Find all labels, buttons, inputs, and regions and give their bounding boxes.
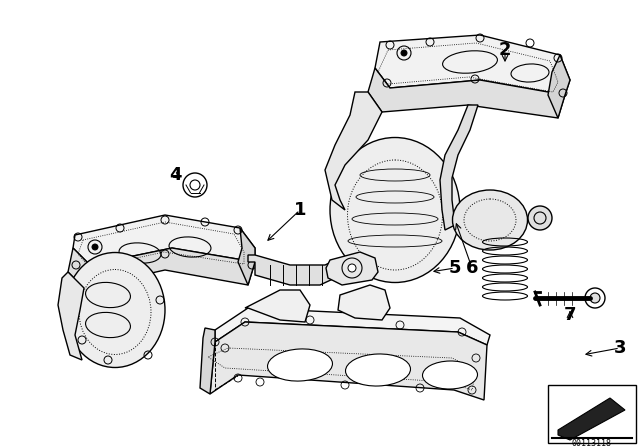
Polygon shape xyxy=(238,228,255,285)
Circle shape xyxy=(348,264,356,272)
Polygon shape xyxy=(200,328,215,394)
Polygon shape xyxy=(68,248,255,288)
Polygon shape xyxy=(368,68,565,118)
Polygon shape xyxy=(558,398,625,440)
Polygon shape xyxy=(548,55,570,118)
Ellipse shape xyxy=(268,349,332,381)
Bar xyxy=(548,385,636,443)
Polygon shape xyxy=(326,252,378,285)
Ellipse shape xyxy=(65,253,165,367)
Polygon shape xyxy=(375,35,570,95)
Polygon shape xyxy=(325,92,382,210)
Text: 5: 5 xyxy=(449,259,461,277)
Text: 7: 7 xyxy=(564,306,576,324)
Polygon shape xyxy=(215,308,490,345)
Ellipse shape xyxy=(330,138,460,283)
Polygon shape xyxy=(210,322,487,400)
Text: 4: 4 xyxy=(169,166,181,184)
Polygon shape xyxy=(440,105,478,230)
Polygon shape xyxy=(58,272,84,360)
Text: 00113118: 00113118 xyxy=(572,439,612,448)
Circle shape xyxy=(401,50,407,56)
Text: 3: 3 xyxy=(614,339,627,357)
Circle shape xyxy=(528,206,552,230)
Polygon shape xyxy=(245,290,310,322)
Text: 6: 6 xyxy=(466,259,478,277)
Polygon shape xyxy=(338,285,390,320)
Ellipse shape xyxy=(452,190,527,250)
Circle shape xyxy=(590,293,600,303)
Text: 2: 2 xyxy=(499,41,511,59)
Ellipse shape xyxy=(346,354,410,386)
Text: 1: 1 xyxy=(294,201,307,219)
Circle shape xyxy=(92,244,98,250)
Polygon shape xyxy=(248,255,345,285)
Polygon shape xyxy=(73,215,255,265)
Ellipse shape xyxy=(422,361,477,389)
